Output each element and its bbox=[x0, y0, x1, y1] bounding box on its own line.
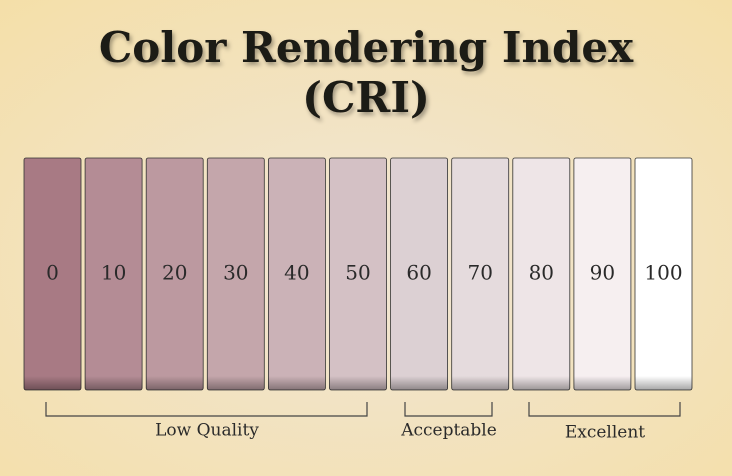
swatch-label: 90 bbox=[590, 261, 615, 285]
group-label: Excellent bbox=[565, 423, 645, 443]
swatch-shade bbox=[329, 158, 387, 390]
swatch-label: 30 bbox=[223, 261, 248, 285]
group-label: Acceptable bbox=[400, 421, 497, 441]
title-line: (CRI) bbox=[302, 73, 430, 122]
bracket bbox=[528, 402, 681, 417]
swatch-label: 80 bbox=[529, 261, 554, 285]
swatches: 0 10 20 30 40 50 60 70 80 90 100 bbox=[23, 157, 693, 391]
swatch-shade bbox=[390, 158, 448, 390]
swatch-shade bbox=[512, 158, 570, 390]
swatch-label: 70 bbox=[467, 261, 492, 285]
swatch-label: 20 bbox=[162, 261, 187, 285]
group-label: Low Quality bbox=[155, 421, 259, 441]
swatch-label: 60 bbox=[406, 261, 431, 285]
swatch-shade bbox=[207, 158, 265, 390]
swatch-label: 0 bbox=[46, 261, 59, 285]
swatch-shade bbox=[635, 158, 692, 390]
swatch-shade bbox=[268, 158, 326, 390]
swatch-label: 100 bbox=[644, 261, 682, 285]
swatch-label: 40 bbox=[284, 261, 309, 285]
bracket bbox=[45, 402, 368, 417]
swatch-shade bbox=[451, 158, 509, 390]
swatch-shade bbox=[146, 158, 204, 390]
swatch-shade bbox=[573, 158, 631, 390]
title-line: Color Rendering Index bbox=[99, 23, 634, 72]
swatch-label: 10 bbox=[101, 261, 126, 285]
bracket bbox=[404, 402, 493, 417]
swatch-shade bbox=[24, 158, 81, 390]
swatch-label: 50 bbox=[345, 261, 370, 285]
swatch-shade bbox=[85, 158, 143, 390]
